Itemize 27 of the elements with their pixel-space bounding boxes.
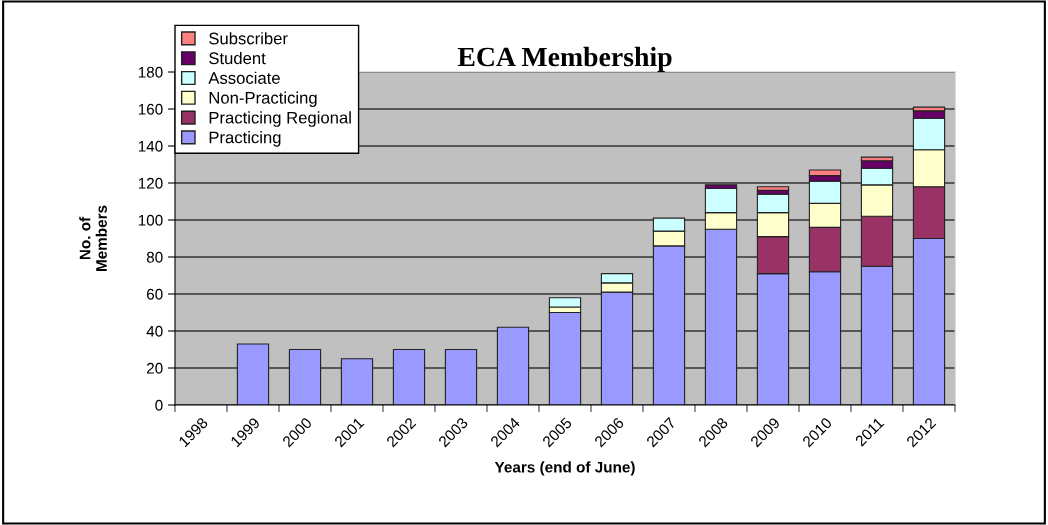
y-tick-label: 60 [146,288,163,300]
y-tick-label: 80 [146,251,163,263]
bar [392,348,426,405]
y-tick-label: 120 [138,177,163,189]
bar [548,311,582,405]
chart-title: ECA Membership [457,46,672,72]
bar [444,348,478,405]
y-tick-label: 20 [146,362,163,374]
legend-label: Practicing [209,131,281,147]
y-tick-label: 180 [138,66,163,78]
legend-label: Student [209,51,266,65]
bar [288,348,322,405]
x-axis-title: Years (end of June) [494,461,635,476]
bar [496,326,530,405]
legend-label: Associate [208,71,280,84]
legend-label: Non-Practicing [209,91,317,108]
bar [236,343,270,405]
bar [756,186,790,191]
legend-label: Subscriber [209,32,288,45]
legend-label: Practicing Regional [209,111,351,127]
y-tick-label: 100 [138,214,163,226]
bar [340,358,374,405]
y-tick-label: 140 [138,140,163,152]
y-axis-title: No. of Members [79,205,107,272]
y-tick-label: 0 [155,399,163,411]
y-tick-label: 40 [146,325,163,337]
y-tick-label: 160 [138,103,163,115]
